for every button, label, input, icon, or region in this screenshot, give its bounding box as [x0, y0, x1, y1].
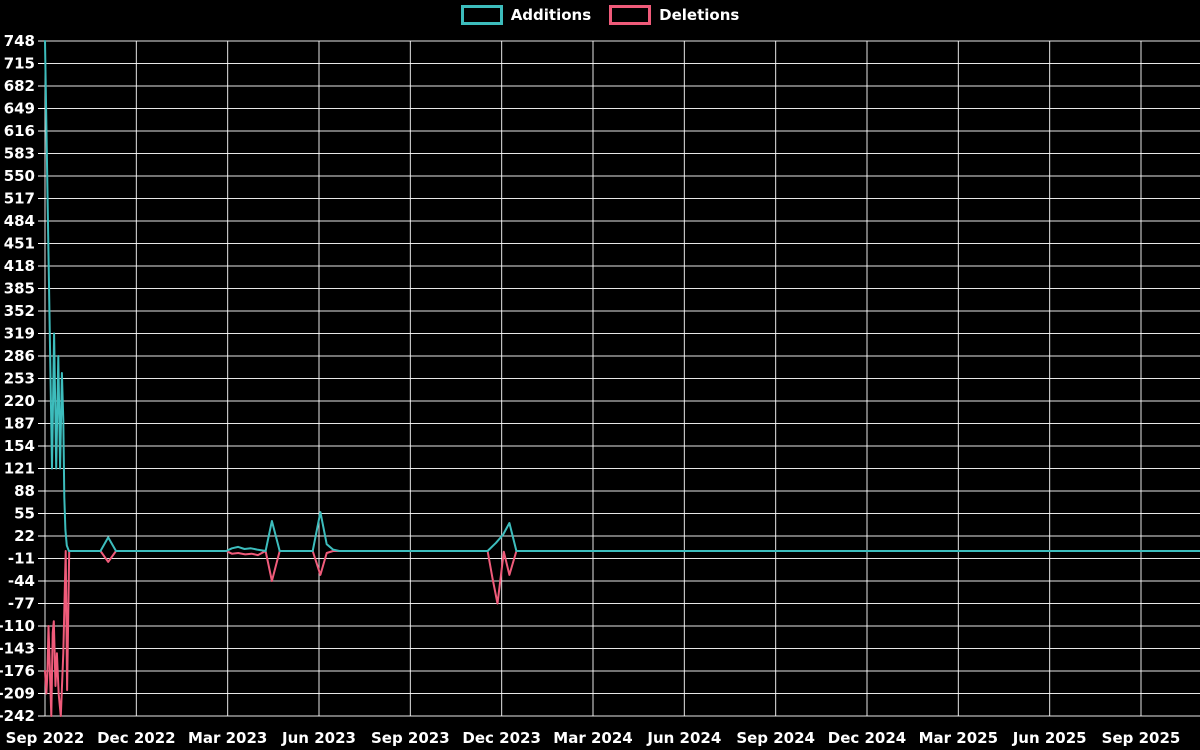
deletions-line: [44, 550, 1200, 717]
y-axis-tick-label: 616: [4, 122, 35, 140]
y-axis-tick-label: -242: [0, 707, 35, 725]
x-axis-tick-label: Mar 2024: [553, 729, 632, 747]
y-axis-tick-label: -176: [0, 662, 35, 680]
y-axis-tick-label: 550: [4, 167, 35, 185]
chart-legend: Additions Deletions: [0, 5, 1200, 25]
y-axis-tick-label: 352: [4, 302, 35, 320]
y-axis-tick-label: 319: [4, 325, 35, 343]
y-axis-tick-label: 517: [4, 190, 35, 208]
y-axis-tick-label: 154: [4, 437, 35, 455]
y-axis-tick-label: -209: [0, 685, 35, 703]
y-axis-tick-label: 748: [4, 32, 35, 50]
y-axis-tick-label: -77: [8, 595, 35, 613]
legend-item-additions[interactable]: Additions: [460, 5, 592, 25]
y-axis-tick-label: -143: [0, 640, 35, 658]
x-axis-tick-label: Dec 2023: [462, 729, 541, 747]
y-axis-tick-label: -110: [0, 617, 35, 635]
y-axis-tick-label: 220: [4, 392, 35, 410]
additions-line: [44, 40, 1200, 552]
x-axis-tick-label: Dec 2022: [97, 729, 176, 747]
legend-item-deletions[interactable]: Deletions: [609, 5, 739, 25]
y-axis-tick-label: 22: [14, 527, 35, 545]
y-axis-tick-label: 451: [4, 235, 35, 253]
x-axis-tick-label: Sep 2022: [6, 729, 85, 747]
y-axis-tick-label: 484: [4, 212, 35, 230]
y-axis-tick-label: 55: [14, 505, 35, 523]
y-axis-tick-label: 649: [4, 100, 35, 118]
y-axis-tick-label: 121: [4, 460, 35, 478]
additions-legend-label: Additions: [510, 6, 592, 24]
x-axis-tick-label: Mar 2025: [919, 729, 998, 747]
y-axis-tick-label: 253: [4, 370, 35, 388]
y-axis-tick-label: 682: [4, 77, 35, 95]
y-axis-tick-label: -44: [8, 572, 35, 590]
y-axis-tick-label: 88: [14, 482, 35, 500]
y-axis-tick-label: 385: [4, 280, 35, 298]
x-axis-tick-label: Dec 2024: [828, 729, 907, 747]
y-axis-tick-label: 286: [4, 347, 35, 365]
y-axis-tick-label: -11: [8, 550, 35, 568]
additions-swatch-icon: [460, 5, 503, 25]
x-axis-tick-label: Jun 2025: [1012, 729, 1087, 747]
deletions-swatch-icon: [609, 5, 652, 25]
y-axis-tick-label: 418: [4, 257, 35, 275]
x-axis-tick-label: Sep 2024: [736, 729, 815, 747]
y-axis-tick-label: 583: [4, 145, 35, 163]
x-axis-tick-label: Sep 2025: [1102, 729, 1181, 747]
x-axis-tick-label: Mar 2023: [188, 729, 267, 747]
x-axis-tick-label: Jun 2023: [281, 729, 356, 747]
deletions-legend-label: Deletions: [659, 6, 740, 24]
x-axis-tick-label: Jun 2024: [646, 729, 721, 747]
x-axis-tick-label: Sep 2023: [371, 729, 450, 747]
y-axis-tick-label: 187: [4, 415, 35, 433]
y-axis-tick-label: 715: [4, 55, 35, 73]
